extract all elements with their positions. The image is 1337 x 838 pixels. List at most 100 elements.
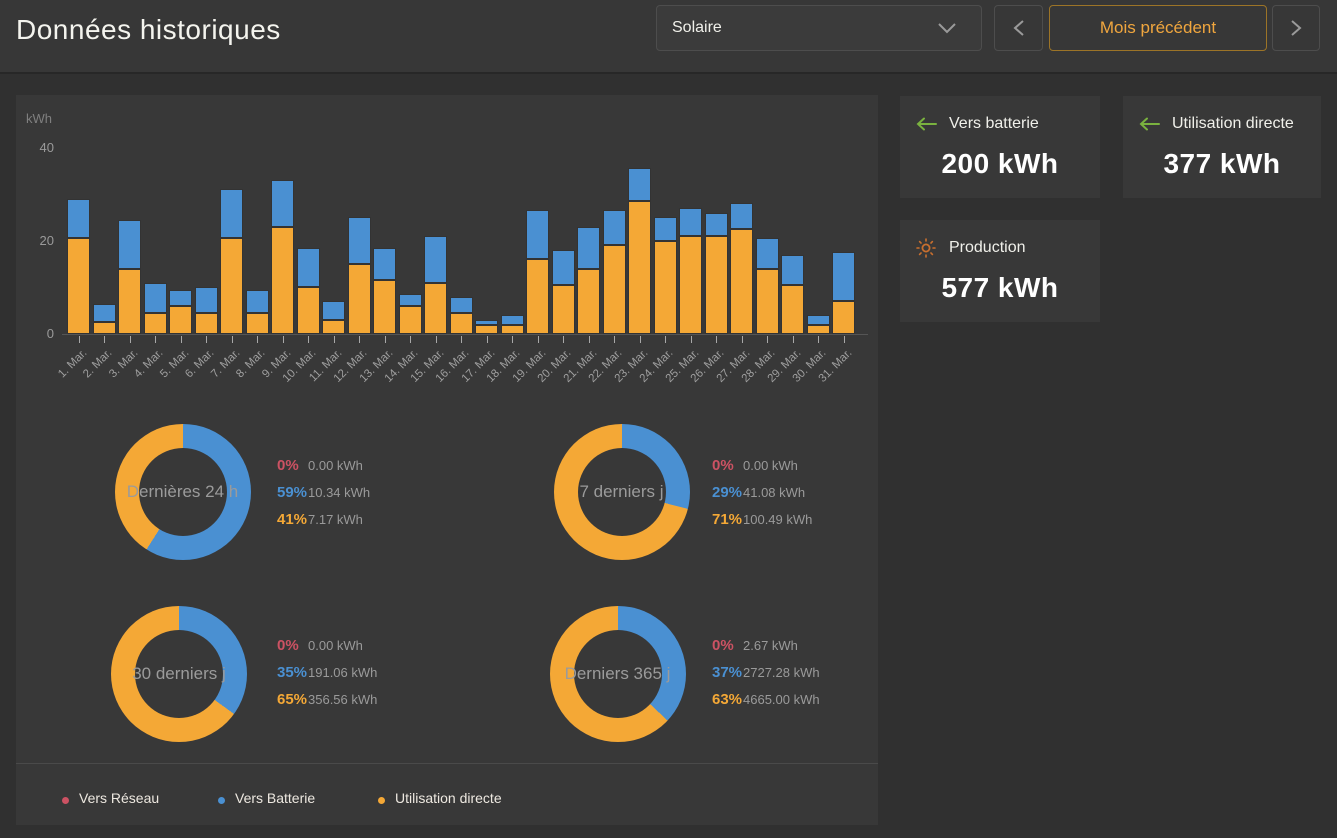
bar-segment-to-battery[interactable] — [730, 203, 754, 230]
bar-segment-direct-use[interactable] — [781, 285, 805, 334]
bar-segment-direct-use[interactable] — [296, 287, 320, 334]
bar-segment-to-battery[interactable] — [143, 282, 167, 313]
bar-segment-direct-use[interactable] — [730, 229, 754, 334]
bar-segment-to-battery[interactable] — [755, 238, 779, 269]
bar-segment-direct-use[interactable] — [628, 201, 652, 334]
donut-hole — [577, 447, 666, 536]
bar-segment-direct-use[interactable] — [322, 320, 346, 334]
bar-segment-direct-use[interactable] — [755, 268, 779, 334]
bar-segment-direct-use[interactable] — [806, 324, 830, 334]
bar-segment-to-battery[interactable] — [628, 168, 652, 202]
chevron-right-icon — [1290, 19, 1302, 37]
bar-segment-direct-use[interactable] — [347, 264, 371, 334]
bar-segment-direct-use[interactable] — [577, 268, 601, 334]
bar-segment-direct-use[interactable] — [169, 306, 193, 334]
bar-segment-to-battery[interactable] — [475, 320, 499, 325]
bar-segment-direct-use[interactable] — [67, 238, 91, 334]
donut-stat-row: 0% 0.00 kWh — [277, 634, 363, 656]
bar-segment-to-battery[interactable] — [704, 212, 728, 237]
bar-segment-direct-use[interactable] — [143, 313, 167, 334]
bar-segment-direct-use[interactable] — [526, 259, 550, 334]
x-axis-tick — [614, 336, 616, 343]
donut-hole — [135, 629, 223, 718]
y-axis-tick-label: 20 — [39, 232, 54, 248]
bar-segment-to-battery[interactable] — [245, 289, 269, 314]
bar-segment-direct-use[interactable] — [832, 301, 856, 334]
donut-stat-row: 63% 4665.00 kWh — [712, 688, 820, 710]
bar-segment-to-battery[interactable] — [577, 226, 601, 269]
y-axis-title: kWh — [26, 111, 52, 126]
bar-segment-to-battery[interactable] — [220, 189, 244, 239]
bar-segment-direct-use[interactable] — [679, 236, 703, 334]
donut-stat-percent: 59% — [277, 483, 308, 501]
bar-segment-to-battery[interactable] — [92, 303, 116, 323]
bar-segment-direct-use[interactable] — [373, 280, 397, 334]
card-direct-use-label: Utilisation directe — [1172, 115, 1294, 132]
x-axis-tick — [384, 336, 386, 343]
bar-segment-to-battery[interactable] — [679, 208, 703, 237]
bar-segment-to-battery[interactable] — [500, 315, 524, 325]
bar-segment-direct-use[interactable] — [653, 240, 677, 334]
donut-stat-value: 0.00 kWh — [743, 457, 798, 473]
bar-segment-direct-use[interactable] — [424, 282, 448, 334]
donut-chart[interactable]: Dernières 24 h — [114, 423, 251, 560]
bar-segment-to-battery[interactable] — [602, 210, 626, 246]
next-button[interactable] — [1272, 5, 1320, 51]
card-to-battery-label: Vers batterie — [949, 115, 1039, 132]
bar-segment-to-battery[interactable] — [271, 180, 295, 227]
donut-center-label: 30 derniers j — [132, 663, 226, 683]
bar-segment-to-battery[interactable] — [781, 254, 805, 286]
card-to-battery: Vers batterie 200 kWh — [900, 96, 1100, 198]
donut-stat-value: 0.00 kWh — [308, 457, 363, 473]
bar-segment-direct-use[interactable] — [398, 306, 422, 334]
bar-segment-direct-use[interactable] — [449, 313, 473, 334]
bar-segment-to-battery[interactable] — [551, 250, 575, 286]
bar-segment-to-battery[interactable] — [424, 236, 448, 283]
bar-segment-direct-use[interactable] — [118, 268, 142, 334]
donut-stat-percent: 0% — [277, 636, 299, 654]
arrow-left-green-icon — [1138, 117, 1160, 131]
x-axis-tick — [537, 336, 539, 343]
donut-chart[interactable]: 30 derniers j — [111, 605, 247, 742]
donut-stat-row: 29% 41.08 kWh — [712, 481, 805, 503]
bar-segment-direct-use[interactable] — [551, 285, 575, 334]
bar-segment-direct-use[interactable] — [602, 245, 626, 334]
bar-segment-direct-use[interactable] — [271, 226, 295, 334]
bar-segment-to-battery[interactable] — [832, 252, 856, 302]
bar-segment-direct-use[interactable] — [500, 324, 524, 334]
donut-stat-row: 65% 356.56 kWh — [277, 688, 377, 710]
x-axis-tick — [308, 336, 310, 343]
chevron-down-icon — [937, 22, 957, 34]
donut-stat-value: 7.17 kWh — [308, 511, 363, 527]
donut-stat-percent: 63% — [712, 690, 743, 708]
bar-segment-to-battery[interactable] — [118, 219, 142, 269]
donut-stat-row: 35% 191.06 kWh — [277, 661, 377, 683]
bar-segment-to-battery[interactable] — [373, 247, 397, 281]
bar-segment-direct-use[interactable] — [194, 313, 218, 334]
bar-segment-direct-use[interactable] — [245, 313, 269, 334]
bar-segment-to-battery[interactable] — [67, 198, 91, 239]
page-title: Données historiques — [16, 14, 281, 45]
bar-segment-direct-use[interactable] — [475, 324, 499, 334]
bar-segment-to-battery[interactable] — [653, 217, 677, 241]
bar-segment-to-battery[interactable] — [526, 210, 550, 260]
donut-stat-value: 10.34 kWh — [308, 484, 371, 500]
sensor-select[interactable]: Solaire — [656, 5, 982, 51]
bar-segment-to-battery[interactable] — [347, 217, 371, 265]
bar-segment-to-battery[interactable] — [449, 296, 473, 313]
bar-segment-to-battery[interactable] — [322, 301, 346, 320]
donut-chart[interactable]: 7 derniers j — [553, 423, 690, 560]
x-axis-tick — [588, 336, 590, 343]
previous-month-button[interactable]: Mois précédent — [1049, 5, 1267, 51]
bar-segment-to-battery[interactable] — [398, 294, 422, 307]
donut-chart[interactable]: Derniers 365 j — [549, 605, 686, 742]
x-axis-tick — [155, 336, 157, 343]
bar-segment-to-battery[interactable] — [194, 287, 218, 314]
bar-segment-to-battery[interactable] — [169, 289, 193, 307]
bar-segment-to-battery[interactable] — [806, 315, 830, 325]
previous-button[interactable] — [994, 5, 1043, 51]
bar-segment-direct-use[interactable] — [92, 322, 116, 334]
bar-segment-to-battery[interactable] — [296, 247, 320, 288]
bar-segment-direct-use[interactable] — [704, 236, 728, 334]
bar-segment-direct-use[interactable] — [220, 238, 244, 334]
